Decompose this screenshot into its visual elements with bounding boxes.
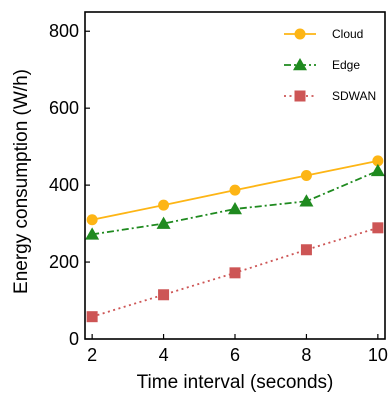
legend-item-sdwan: SDWAN <box>284 89 376 103</box>
edge-data-point <box>85 227 100 240</box>
series-cloud <box>86 155 384 226</box>
cloud-data-point <box>86 214 98 226</box>
series-sdwan <box>86 222 384 323</box>
y-tick-label: 200 <box>49 252 79 272</box>
x-tick-label: 6 <box>230 345 240 365</box>
y-tick-label: 800 <box>49 21 79 41</box>
cloud-data-point <box>300 170 312 181</box>
edge-data-point <box>228 201 242 215</box>
legend: Cloud Edge SDWAN <box>284 27 376 103</box>
cloud-data-point <box>158 199 170 211</box>
legend-marker <box>294 90 306 102</box>
sdwan-data-point <box>229 267 241 279</box>
sdwan-data-point <box>372 222 384 234</box>
series-layer <box>85 155 385 323</box>
sdwan-data-point <box>158 289 170 301</box>
legend-label: Cloud <box>332 27 363 41</box>
cloud-data-point <box>372 155 384 167</box>
sdwan-data-point <box>300 244 312 256</box>
x-tick-label: 2 <box>87 345 97 365</box>
legend-marker <box>294 28 306 40</box>
x-tick-label: 8 <box>301 345 311 365</box>
legend-item-cloud: Cloud <box>284 27 363 41</box>
legend-label: SDWAN <box>332 89 376 103</box>
axis-ticks: 2 4 6 8 10 0 200 400 600 800 <box>49 21 388 365</box>
edge-data-point <box>299 194 314 207</box>
x-tick-label: 10 <box>368 345 388 365</box>
y-axis-label: Energy consumption (W/h) <box>11 69 32 294</box>
y-tick-label: 600 <box>49 98 79 118</box>
x-axis-label: Time interval (seconds) <box>137 372 334 393</box>
legend-item-edge: Edge <box>284 58 360 72</box>
x-tick-label: 4 <box>159 345 169 365</box>
legend-label: Edge <box>332 58 360 72</box>
y-tick-label: 0 <box>69 329 79 349</box>
cloud-data-point <box>229 184 241 196</box>
edge-data-point <box>156 216 171 229</box>
series-edge <box>85 163 385 240</box>
legend-marker <box>293 58 307 71</box>
edge-data-point <box>370 163 385 177</box>
sdwan-data-point <box>86 311 98 323</box>
y-tick-label: 400 <box>49 175 79 195</box>
